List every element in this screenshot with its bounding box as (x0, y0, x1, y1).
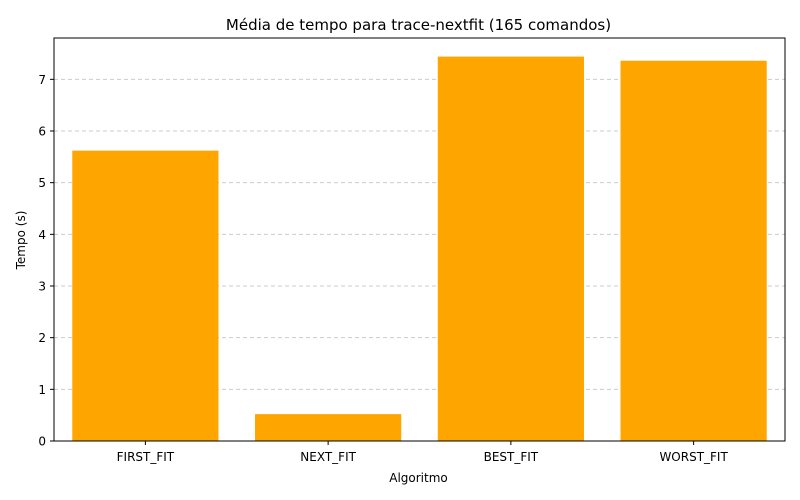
x-axis-label: Algoritmo (389, 471, 448, 485)
bars (72, 56, 767, 441)
bar (620, 60, 767, 441)
bar (255, 414, 402, 441)
x-tick-label: BEST_FIT (484, 450, 539, 464)
y-tick-label: 6 (38, 125, 46, 139)
y-axis-label: Tempo (s) (14, 211, 28, 271)
plot-frame (53, 37, 786, 442)
y-axis-ticks: 0 1 2 3 4 5 6 7 (38, 73, 54, 449)
y-tick-label: 0 (38, 435, 46, 449)
x-tick-label: FIRST_FIT (117, 450, 175, 464)
y-tick-label: 1 (38, 383, 46, 397)
x-tick-label: NEXT_FIT (300, 450, 356, 464)
x-tick-label: WORST_FIT (659, 450, 728, 464)
y-tick-label: 7 (38, 73, 46, 87)
y-tick-label: 2 (38, 331, 46, 345)
y-tick-label: 3 (38, 280, 46, 294)
bar (72, 150, 219, 441)
chart-title: Média de tempo para trace-nextfit (165 c… (226, 16, 611, 34)
y-tick-label: 4 (38, 228, 46, 242)
bar (437, 56, 584, 441)
x-axis-ticks: FIRST_FIT NEXT_FIT BEST_FIT WORST_FIT (117, 441, 728, 464)
y-tick-label: 5 (38, 176, 46, 190)
